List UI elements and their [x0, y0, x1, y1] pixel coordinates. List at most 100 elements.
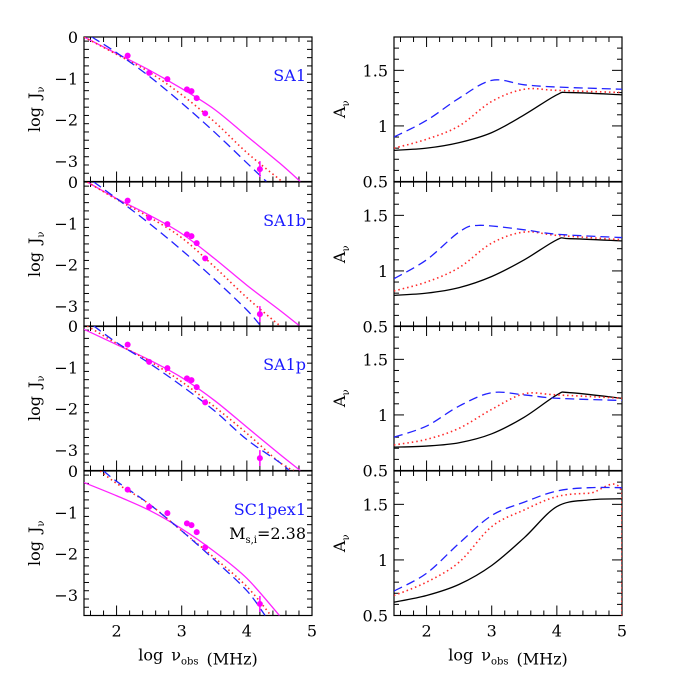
x-tick-label: 3 — [177, 622, 187, 641]
y-tick-label: 0 — [68, 173, 78, 192]
solid-series-line — [394, 91, 622, 152]
data-point — [256, 600, 263, 607]
data-point — [164, 510, 171, 517]
data-point — [193, 529, 200, 536]
panel-right-4: 0.5 1 1.5 2 3 4 5 log νobs (MHz) Aν — [330, 470, 627, 669]
dashed-series-line — [394, 79, 622, 138]
y-tick-label: −1 — [54, 358, 78, 377]
x-tick-label: 4 — [242, 622, 252, 641]
y-tick-label: 1 — [378, 551, 388, 570]
data-point — [193, 95, 200, 102]
dotted-series-line — [84, 37, 283, 182]
panel-label: SA1b — [263, 211, 306, 230]
dashed-series-line — [103, 471, 266, 616]
data-point — [256, 455, 263, 462]
solid-series-line — [84, 37, 301, 182]
y-tick-label: 1 — [378, 262, 388, 281]
y-axis-label: log Jν — [25, 375, 47, 421]
y-tick-label: 1.5 — [363, 350, 388, 369]
x-axis-label: log νobs (MHz) — [138, 646, 258, 669]
x-tick-label: 3 — [487, 622, 497, 641]
data-point — [256, 166, 263, 173]
y-axis-label: Aν — [330, 245, 352, 264]
y-tick-label: 1.5 — [363, 495, 388, 514]
y-tick-label: 0.5 — [363, 173, 388, 192]
data-point — [164, 365, 171, 372]
plot-frame — [393, 181, 623, 328]
data-point — [164, 76, 171, 83]
y-tick-label: −3 — [54, 297, 78, 316]
data-point — [146, 503, 153, 510]
mach-number-annotation: Ms,i=2.38 — [229, 524, 306, 546]
x-axis-label: log νobs (MHz) — [448, 646, 568, 669]
data-point — [146, 214, 153, 221]
y-axis-label: Aν — [330, 389, 352, 408]
series-group — [84, 326, 301, 471]
x-tick-label: 2 — [111, 622, 121, 641]
dotted-series-line — [394, 483, 622, 616]
data-point — [188, 522, 195, 529]
plot-frame — [83, 181, 313, 328]
x-tick-label: 5 — [617, 622, 627, 641]
plot-frame — [393, 325, 623, 472]
dotted-series-line — [394, 392, 622, 446]
x-tick-label: 5 — [307, 622, 317, 641]
data-point — [146, 69, 153, 76]
y-axis-label: log Jν — [25, 520, 47, 566]
y-tick-label: −2 — [54, 400, 78, 419]
dotted-series-line — [394, 230, 622, 292]
data-point — [183, 520, 190, 527]
y-axis-label: Aν — [330, 534, 352, 553]
panel-label: SA1 — [273, 66, 306, 85]
data-point — [202, 110, 209, 117]
y-axis-label: log Jν — [25, 86, 47, 132]
series-group — [86, 182, 301, 327]
plot-frame — [393, 36, 623, 183]
solid-series-line — [394, 498, 622, 603]
y-tick-label: 1 — [378, 117, 388, 136]
panel-left-2: 0 −1 −2 −3 log Jν SA1b — [25, 173, 313, 328]
y-tick-label: −1 — [54, 503, 78, 522]
dashed-series-line — [394, 486, 622, 592]
panel-right-2: 0.5 1 1.5 Aν — [330, 181, 623, 337]
data-point — [183, 375, 190, 382]
data-point — [202, 255, 209, 262]
x-tick-label: 2 — [421, 622, 431, 641]
solid-series-line — [86, 182, 301, 327]
y-tick-label: 0.5 — [363, 318, 388, 337]
data-point — [193, 384, 200, 391]
dashed-series-line — [91, 37, 267, 182]
dashed-series-line — [93, 326, 290, 471]
panel-left-4: 0 −1 −2 −3 2 3 4 5 log νobs (MHz) log Jν SC1pex1 Ms… — [25, 462, 317, 669]
data-point — [183, 231, 190, 238]
y-tick-label: −3 — [54, 441, 78, 460]
dashed-series-line — [93, 182, 262, 327]
data-point — [164, 221, 171, 228]
plot-frame — [83, 470, 313, 617]
series-group — [394, 483, 622, 616]
data-point — [202, 544, 209, 551]
dashed-series-line — [394, 224, 622, 280]
dotted-series-line — [394, 87, 622, 149]
y-tick-label: −2 — [54, 111, 78, 130]
data-point — [193, 240, 200, 247]
x-tick-label: 4 — [552, 622, 562, 641]
y-tick-label: −3 — [54, 152, 78, 171]
dotted-series-line — [86, 182, 282, 327]
plot-frame — [83, 36, 313, 183]
panel-left-1: 0 −1 −2 −3 log Jν SA1 — [25, 28, 313, 183]
y-tick-label: −2 — [54, 545, 78, 564]
y-axis-label: log Jν — [25, 231, 47, 277]
plot-frame — [393, 470, 623, 617]
y-tick-label: 1 — [378, 406, 388, 425]
solid-series-line — [394, 391, 622, 448]
dotted-series-line — [86, 326, 295, 471]
data-point — [188, 377, 195, 384]
panel-left-3: 0 −1 −2 −3 log Jν SA1p — [25, 317, 313, 472]
series-group — [394, 79, 622, 152]
data-point — [188, 88, 195, 95]
series-group — [394, 224, 622, 297]
data-point — [202, 399, 209, 406]
